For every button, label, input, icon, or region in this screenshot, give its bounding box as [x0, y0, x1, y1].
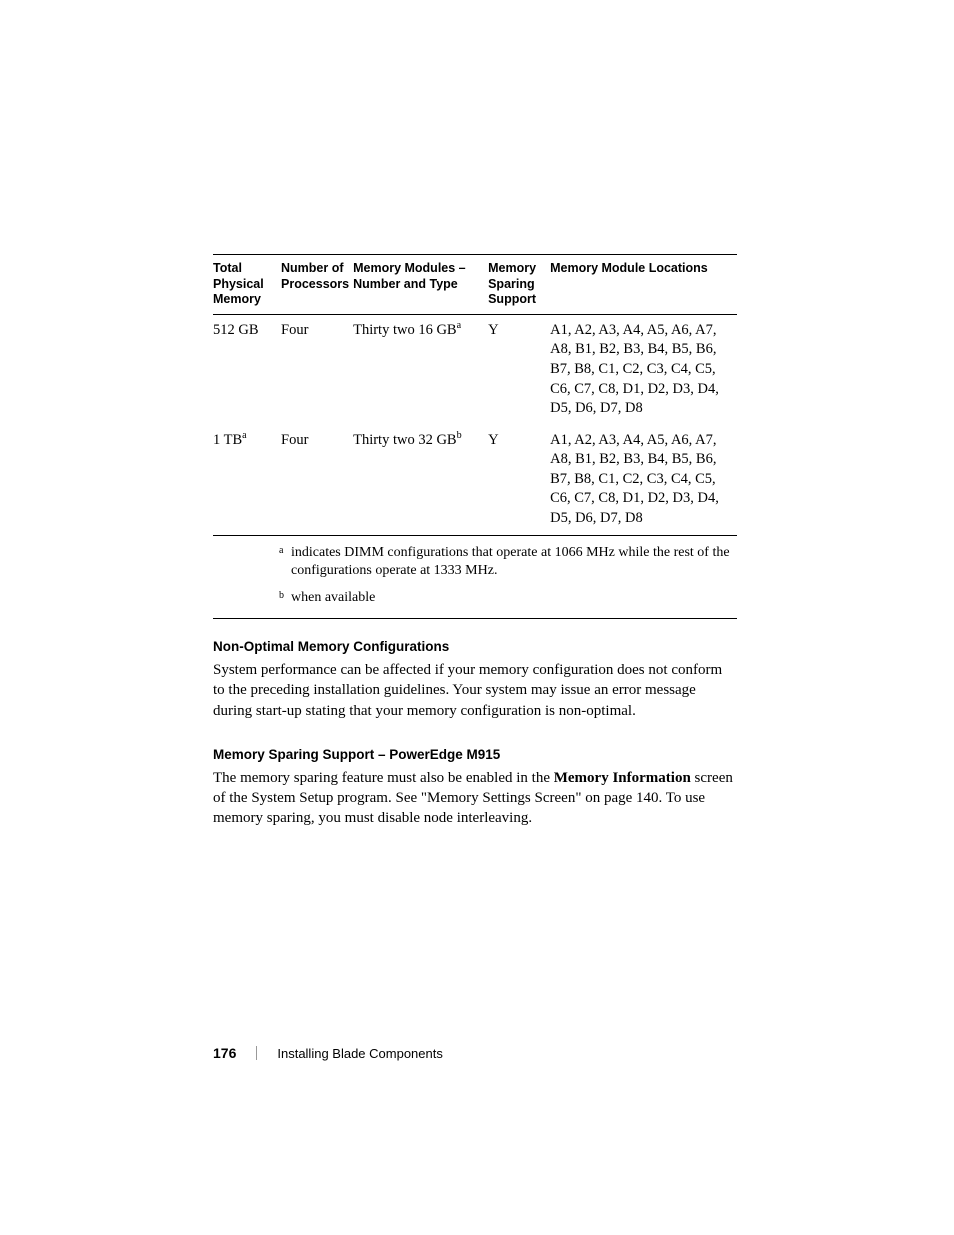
th-total: Total Physical Memory [213, 255, 281, 315]
heading-non-optimal: Non-Optimal Memory Configurations [213, 639, 737, 654]
page-number: 176 [213, 1045, 236, 1061]
footnote-marker: b [279, 589, 291, 603]
heading-sparing: Memory Sparing Support – PowerEdge M915 [213, 747, 737, 762]
para-non-optimal: System performance can be affected if yo… [213, 660, 737, 721]
th-mods: Memory Modules – Number and Type [353, 255, 488, 315]
section-non-optimal: Non-Optimal Memory Configurations System… [213, 639, 737, 721]
cell-total-sup: a [242, 430, 247, 441]
page-body: Total Physical Memory Number of Processo… [213, 254, 737, 829]
cell-total-text: 1 TB [213, 432, 242, 448]
page-footer: 176 Installing Blade Components [213, 1045, 443, 1061]
cell-mods: Thirty two 32 GBb [353, 425, 488, 535]
cell-mods-sup: a [457, 320, 462, 331]
cell-mods-text: Thirty two 32 GB [353, 432, 457, 448]
cell-mods-text: Thirty two 16 GB [353, 322, 457, 338]
cell-total: 512 GB [213, 314, 281, 424]
cell-sparing: Y [488, 425, 550, 535]
footnote: b when available [213, 585, 737, 612]
table-header-row: Total Physical Memory Number of Processo… [213, 255, 737, 315]
para-sparing-bold: Memory Information [554, 770, 691, 786]
cell-procs: Four [281, 425, 353, 535]
table-footnotes: a indicates DIMM configurations that ope… [213, 535, 737, 620]
footnote-text: indicates DIMM configurations that opera… [291, 544, 737, 582]
table-row: 512 GB Four Thirty two 16 GBa Y A1, A2, … [213, 314, 737, 424]
table-row: 1 TBa Four Thirty two 32 GBb Y A1, A2, A… [213, 425, 737, 535]
para-sparing-pre: The memory sparing feature must also be … [213, 770, 554, 786]
footer-divider [256, 1046, 257, 1060]
th-sparing: Memory Sparing Support [488, 255, 550, 315]
cell-total-text: 512 GB [213, 322, 259, 338]
th-locs: Memory Module Locations [550, 255, 737, 315]
cell-mods-sup: b [457, 430, 462, 441]
cell-locs: A1, A2, A3, A4, A5, A6, A7, A8, B1, B2, … [550, 314, 737, 424]
th-procs: Number of Processors [281, 255, 353, 315]
para-sparing: The memory sparing feature must also be … [213, 768, 737, 829]
memory-config-table: Total Physical Memory Number of Processo… [213, 254, 737, 535]
cell-mods: Thirty two 16 GBa [353, 314, 488, 424]
cell-total: 1 TBa [213, 425, 281, 535]
chapter-title: Installing Blade Components [277, 1046, 443, 1061]
footnote-marker: a [279, 544, 291, 558]
cell-sparing: Y [488, 314, 550, 424]
footnote: a indicates DIMM configurations that ope… [213, 540, 737, 586]
footnote-text: when available [291, 589, 737, 608]
cell-locs: A1, A2, A3, A4, A5, A6, A7, A8, B1, B2, … [550, 425, 737, 535]
cell-procs: Four [281, 314, 353, 424]
section-sparing: Memory Sparing Support – PowerEdge M915 … [213, 747, 737, 829]
